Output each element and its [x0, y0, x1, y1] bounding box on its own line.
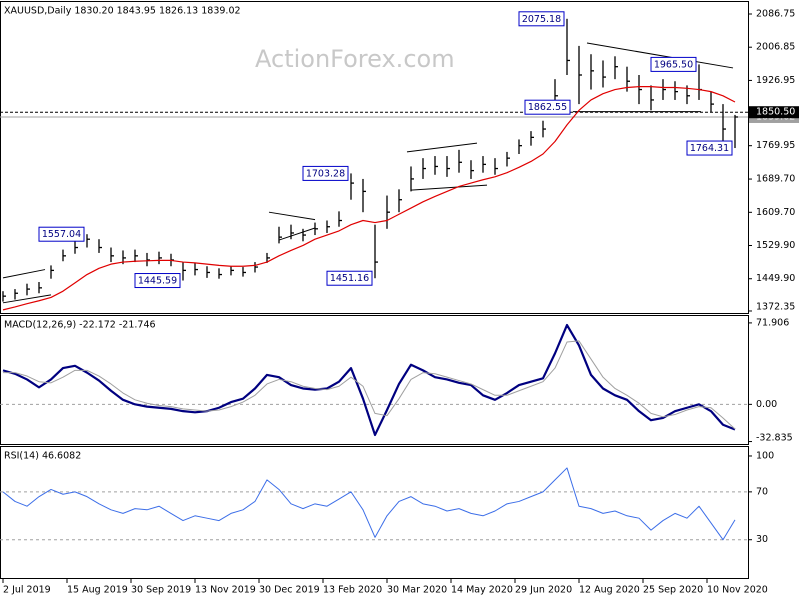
- panel-title: XAUUSD,Daily 1830.20 1843.95 1826.13 183…: [4, 6, 241, 17]
- price-panel-frame: [0, 1, 749, 314]
- y-tick-label: 1529.90: [756, 240, 795, 251]
- panel-title: RSI(14) 46.6082: [4, 451, 81, 462]
- y-tick-label: 1769.95: [756, 140, 795, 151]
- annotation-label: 1445.59: [138, 276, 177, 287]
- annotation-box: [302, 165, 349, 181]
- y-tick-label: -32.835: [756, 433, 793, 444]
- price-line-label: 1850.50: [756, 107, 795, 118]
- y-tick-label: 70: [756, 486, 768, 497]
- x-tick-label: 25 Sep 2020: [643, 585, 703, 596]
- annotation-box: [326, 270, 373, 286]
- annotation-label: 1965.50: [654, 59, 693, 70]
- x-tick-label: 30 Dec 2019: [259, 585, 320, 596]
- trendline: [586, 42, 734, 69]
- y-tick-label: 1449.90: [756, 273, 795, 284]
- y-tick-label: 71.906: [756, 317, 789, 328]
- x-tick-label: 13 Nov 2019: [195, 585, 256, 596]
- y-tick-label: 2086.75: [756, 8, 795, 19]
- y-tick-label: 1689.70: [756, 174, 795, 185]
- y-tick-label: 2006.85: [756, 42, 795, 53]
- annotation-box: [38, 226, 85, 242]
- x-tick-label: 14 May 2020: [451, 585, 513, 596]
- y-tick-label: 1926.95: [756, 75, 795, 86]
- annotation-box: [134, 273, 181, 289]
- annotation-box: [686, 140, 733, 156]
- x-tick-label: 12 Aug 2020: [579, 585, 640, 596]
- x-tick-label: 2 Jul 2019: [3, 585, 51, 596]
- trendline: [268, 211, 316, 221]
- moving-average: [2, 86, 736, 311]
- indicator-line: [2, 467, 736, 541]
- x-tick-label: 29 Jun 2020: [515, 585, 572, 596]
- macd-panel-frame: [0, 315, 749, 445]
- watermark: ActionForex.com: [255, 45, 455, 73]
- annotation-label: 1703.28: [306, 168, 345, 179]
- x-tick-label: 10 Nov 2020: [707, 585, 768, 596]
- annotation-label: 1451.16: [330, 273, 369, 284]
- y-tick-label: 30: [756, 534, 768, 545]
- trendline: [410, 184, 488, 191]
- trendline: [2, 269, 46, 279]
- trendline: [2, 294, 52, 304]
- price-line-box: [749, 106, 799, 119]
- x-tick-label: 13 Feb 2020: [323, 585, 382, 596]
- y-tick-label: 1372.35: [756, 302, 795, 313]
- annotation-label: 2075.18: [522, 14, 561, 25]
- indicator-line: [3, 340, 736, 430]
- y-tick-label: 1609.70: [756, 207, 795, 218]
- trendline: [406, 142, 478, 153]
- annotation-label: 1764.31: [690, 143, 729, 154]
- y-tick-label: 0.00: [756, 399, 777, 410]
- x-tick-label: 30 Mar 2020: [387, 585, 447, 596]
- annotation-box: [650, 56, 697, 72]
- annotation-label: 1557.04: [42, 229, 81, 240]
- x-tick-label: 30 Sep 2019: [131, 585, 191, 596]
- rsi-panel-frame: [0, 446, 749, 579]
- annotation-box: [524, 99, 571, 115]
- annotation-label: 1862.55: [528, 102, 567, 113]
- trendline: [278, 227, 316, 241]
- panel-title: MACD(12,26,9) -22.172 -21.746: [4, 320, 156, 331]
- annotation-box: [518, 11, 565, 27]
- indicator-line: [2, 323, 736, 437]
- x-tick-label: 15 Aug 2019: [67, 585, 128, 596]
- y-tick-label: 100: [756, 450, 774, 461]
